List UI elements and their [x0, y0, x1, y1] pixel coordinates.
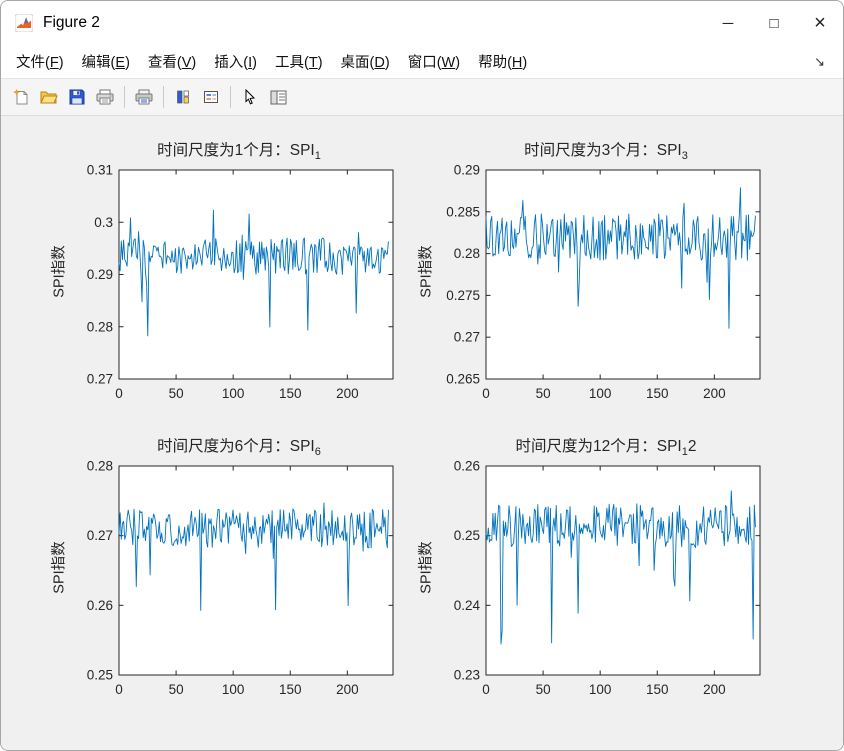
print-preview-icon[interactable] [130, 84, 158, 111]
svg-text:0.25: 0.25 [454, 528, 480, 543]
subplot-title: 时间尺度为3个月：SPI3 [524, 142, 688, 162]
subplot-spi6: 时间尺度为6个月：SPI6 SPI指数 0 50 100 150 200 0.25 0.26… [45, 434, 407, 705]
close-button[interactable]: × [814, 11, 826, 34]
svg-text:0.265: 0.265 [446, 372, 480, 387]
figure-canvas: 时间尺度为1个月：SPI1 SPI指数 0 50 100 150 200 0.27 0.28… [1, 116, 843, 750]
save-figure-icon[interactable] [63, 84, 91, 111]
y-axis-label: SPI指数 [51, 245, 68, 298]
svg-text:0: 0 [115, 386, 123, 401]
svg-text:0.25: 0.25 [87, 668, 113, 683]
svg-text:150: 150 [279, 386, 302, 401]
property-inspector-icon[interactable] [264, 84, 292, 111]
svg-text:0.26: 0.26 [87, 598, 113, 613]
new-figure-icon[interactable] [7, 84, 35, 111]
menu-item-edit[interactable]: 编辑(E) [81, 55, 130, 71]
svg-text:200: 200 [336, 682, 359, 697]
minimize-button[interactable]: ─ [722, 14, 734, 32]
svg-text:0.28: 0.28 [87, 460, 113, 474]
svg-text:50: 50 [536, 682, 551, 697]
subplot-spi12: 时间尺度为12个月：SPI12 SPI指数 0 50 100 150 200 0.23 0.… [412, 434, 774, 705]
svg-text:0.3: 0.3 [94, 215, 113, 230]
menu-items: 文件(F) 编辑(E) 查看(V) 插入(I) 工具(T) 桌面(D) 窗口(W) 帮助(H) [7, 47, 536, 76]
svg-text:50: 50 [536, 386, 551, 401]
svg-text:200: 200 [703, 386, 726, 401]
subplot-spi1: 时间尺度为1个月：SPI1 SPI指数 0 50 100 150 200 0.27 0.28… [45, 138, 407, 409]
svg-text:100: 100 [222, 386, 245, 401]
figure-toolbar [1, 79, 843, 116]
svg-text:0.27: 0.27 [454, 330, 480, 345]
svg-text:200: 200 [703, 682, 726, 697]
svg-text:0.23: 0.23 [454, 668, 480, 683]
subplot-title: 时间尺度为6个月：SPI6 [157, 438, 321, 458]
svg-text:100: 100 [589, 682, 612, 697]
y-axis-label: SPI指数 [418, 541, 435, 594]
toolbar-separator [163, 86, 164, 108]
menu-overflow-arrow-icon[interactable]: ↘ [814, 53, 825, 69]
plot-area-spi3: 0 50 100 150 200 0.265 0.27 0.275 0.28 0.285 0.29 [446, 164, 761, 401]
svg-text:0.27: 0.27 [87, 372, 113, 387]
maximize-button[interactable]: □ [769, 14, 779, 32]
subplot-title: 时间尺度为12个月：SPI12 [515, 438, 697, 458]
svg-text:0: 0 [482, 682, 490, 697]
svg-text:0.285: 0.285 [446, 204, 480, 219]
menu-item-file[interactable]: 文件(F) [16, 55, 64, 71]
insert-colorbar-icon[interactable] [169, 84, 197, 111]
open-file-icon[interactable] [35, 84, 63, 111]
window-title: Figure 2 [43, 14, 100, 31]
menu-item-view[interactable]: 查看(V) [147, 55, 197, 71]
svg-text:0.29: 0.29 [87, 267, 113, 282]
svg-text:0.28: 0.28 [87, 319, 113, 334]
menu-item-tools[interactable]: 工具(T) [274, 55, 323, 71]
edit-plot-icon[interactable] [236, 84, 264, 111]
subplot-spi3: 时间尺度为3个月：SPI3 SPI指数 0 50 100 150 200 0.265 0.2… [412, 138, 774, 409]
menu-bar: 文件(F) 编辑(E) 查看(V) 插入(I) 工具(T) 桌面(D) 窗口(W) 帮助(H)… [1, 45, 843, 79]
menu-item-window[interactable]: 窗口(W) [407, 55, 461, 71]
plot-area-spi1: 0 50 100 150 200 0.27 0.28 0.29 0.3 0.31 [87, 164, 394, 401]
svg-text:50: 50 [169, 386, 184, 401]
svg-text:150: 150 [646, 682, 669, 697]
y-axis-label: SPI指数 [51, 541, 68, 594]
toolbar-separator [124, 86, 125, 108]
svg-text:0.275: 0.275 [446, 288, 480, 303]
plot-area-spi12: 0 50 100 150 200 0.23 0.24 0.25 0.26 [454, 460, 761, 697]
insert-legend-icon[interactable] [197, 84, 225, 111]
svg-text:0: 0 [115, 682, 123, 697]
menu-item-insert[interactable]: 插入(I) [214, 55, 257, 71]
menu-item-desktop[interactable]: 桌面(D) [340, 55, 390, 71]
toolbar-separator [230, 86, 231, 108]
subplot-title: 时间尺度为1个月：SPI1 [157, 142, 321, 162]
svg-text:50: 50 [169, 682, 184, 697]
window-controls: ─ □ × [705, 1, 843, 45]
svg-text:150: 150 [646, 386, 669, 401]
svg-text:0.24: 0.24 [454, 598, 481, 613]
plot-area-spi6: 0 50 100 150 200 0.25 0.26 0.27 0.28 [87, 460, 394, 697]
svg-text:100: 100 [222, 682, 245, 697]
svg-text:0.28: 0.28 [454, 246, 480, 261]
svg-text:0.26: 0.26 [454, 460, 480, 474]
title-bar[interactable]: Figure 2 ─ □ × [1, 1, 843, 45]
matlab-app-icon [14, 13, 34, 33]
y-axis-label: SPI指数 [418, 245, 435, 298]
svg-text:100: 100 [589, 386, 612, 401]
print-figure-icon[interactable] [91, 84, 119, 111]
svg-text:0: 0 [482, 386, 490, 401]
svg-text:0.31: 0.31 [87, 164, 113, 178]
menu-item-help[interactable]: 帮助(H) [478, 55, 528, 71]
svg-text:200: 200 [336, 386, 359, 401]
svg-text:0.29: 0.29 [454, 164, 480, 178]
svg-text:150: 150 [279, 682, 302, 697]
svg-text:0.27: 0.27 [87, 528, 113, 543]
